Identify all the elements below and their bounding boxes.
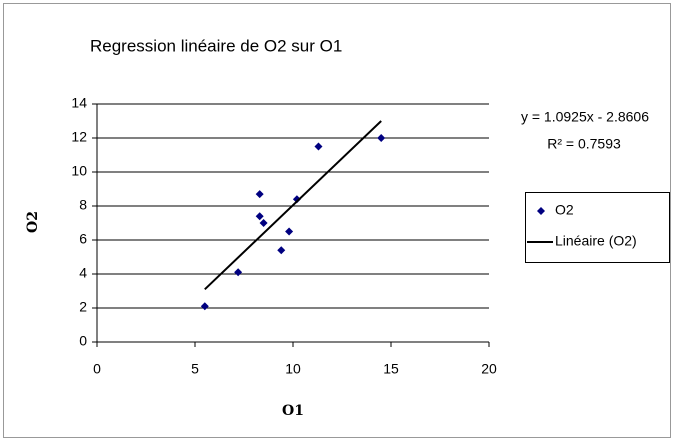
- legend-label: O2: [555, 202, 574, 218]
- y-tick-label: 10: [71, 163, 87, 179]
- point: [255, 212, 264, 221]
- equation: y = 1.0925x - 2.8606: [521, 109, 649, 125]
- chart-title: Regression linéaire de O2 sur O1: [90, 36, 342, 55]
- point: [259, 219, 268, 227]
- y-tick-label: 14: [71, 95, 87, 111]
- y-tick-label: 0: [79, 333, 87, 349]
- x-tick-label: 10: [285, 361, 301, 377]
- y-tick-label: 12: [71, 129, 87, 145]
- point: [255, 190, 264, 199]
- y-tick-label: 8: [79, 197, 87, 213]
- point: [234, 268, 243, 277]
- legend-swatch: [537, 207, 545, 215]
- r-squared: R² = 0.7593: [547, 136, 621, 152]
- x-tick-label: 15: [383, 361, 399, 377]
- point: [292, 195, 301, 204]
- point: [285, 227, 294, 236]
- legend-label: Linéaire (O2): [555, 233, 637, 249]
- point: [314, 142, 323, 151]
- x-tick-label: 20: [481, 361, 497, 377]
- point: [377, 134, 386, 142]
- y-tick-label: 4: [79, 265, 87, 281]
- x-axis-title: O1: [282, 403, 304, 419]
- y-axis-title: O2: [25, 211, 41, 233]
- point: [277, 246, 286, 255]
- legend-box: [525, 192, 670, 263]
- y-tick-label: 2: [79, 299, 87, 315]
- y-tick-label: 6: [79, 231, 87, 247]
- x-tick-label: 5: [191, 361, 199, 377]
- x-tick-label: 0: [93, 361, 101, 377]
- trend-line: [204, 120, 382, 291]
- point: [200, 302, 209, 311]
